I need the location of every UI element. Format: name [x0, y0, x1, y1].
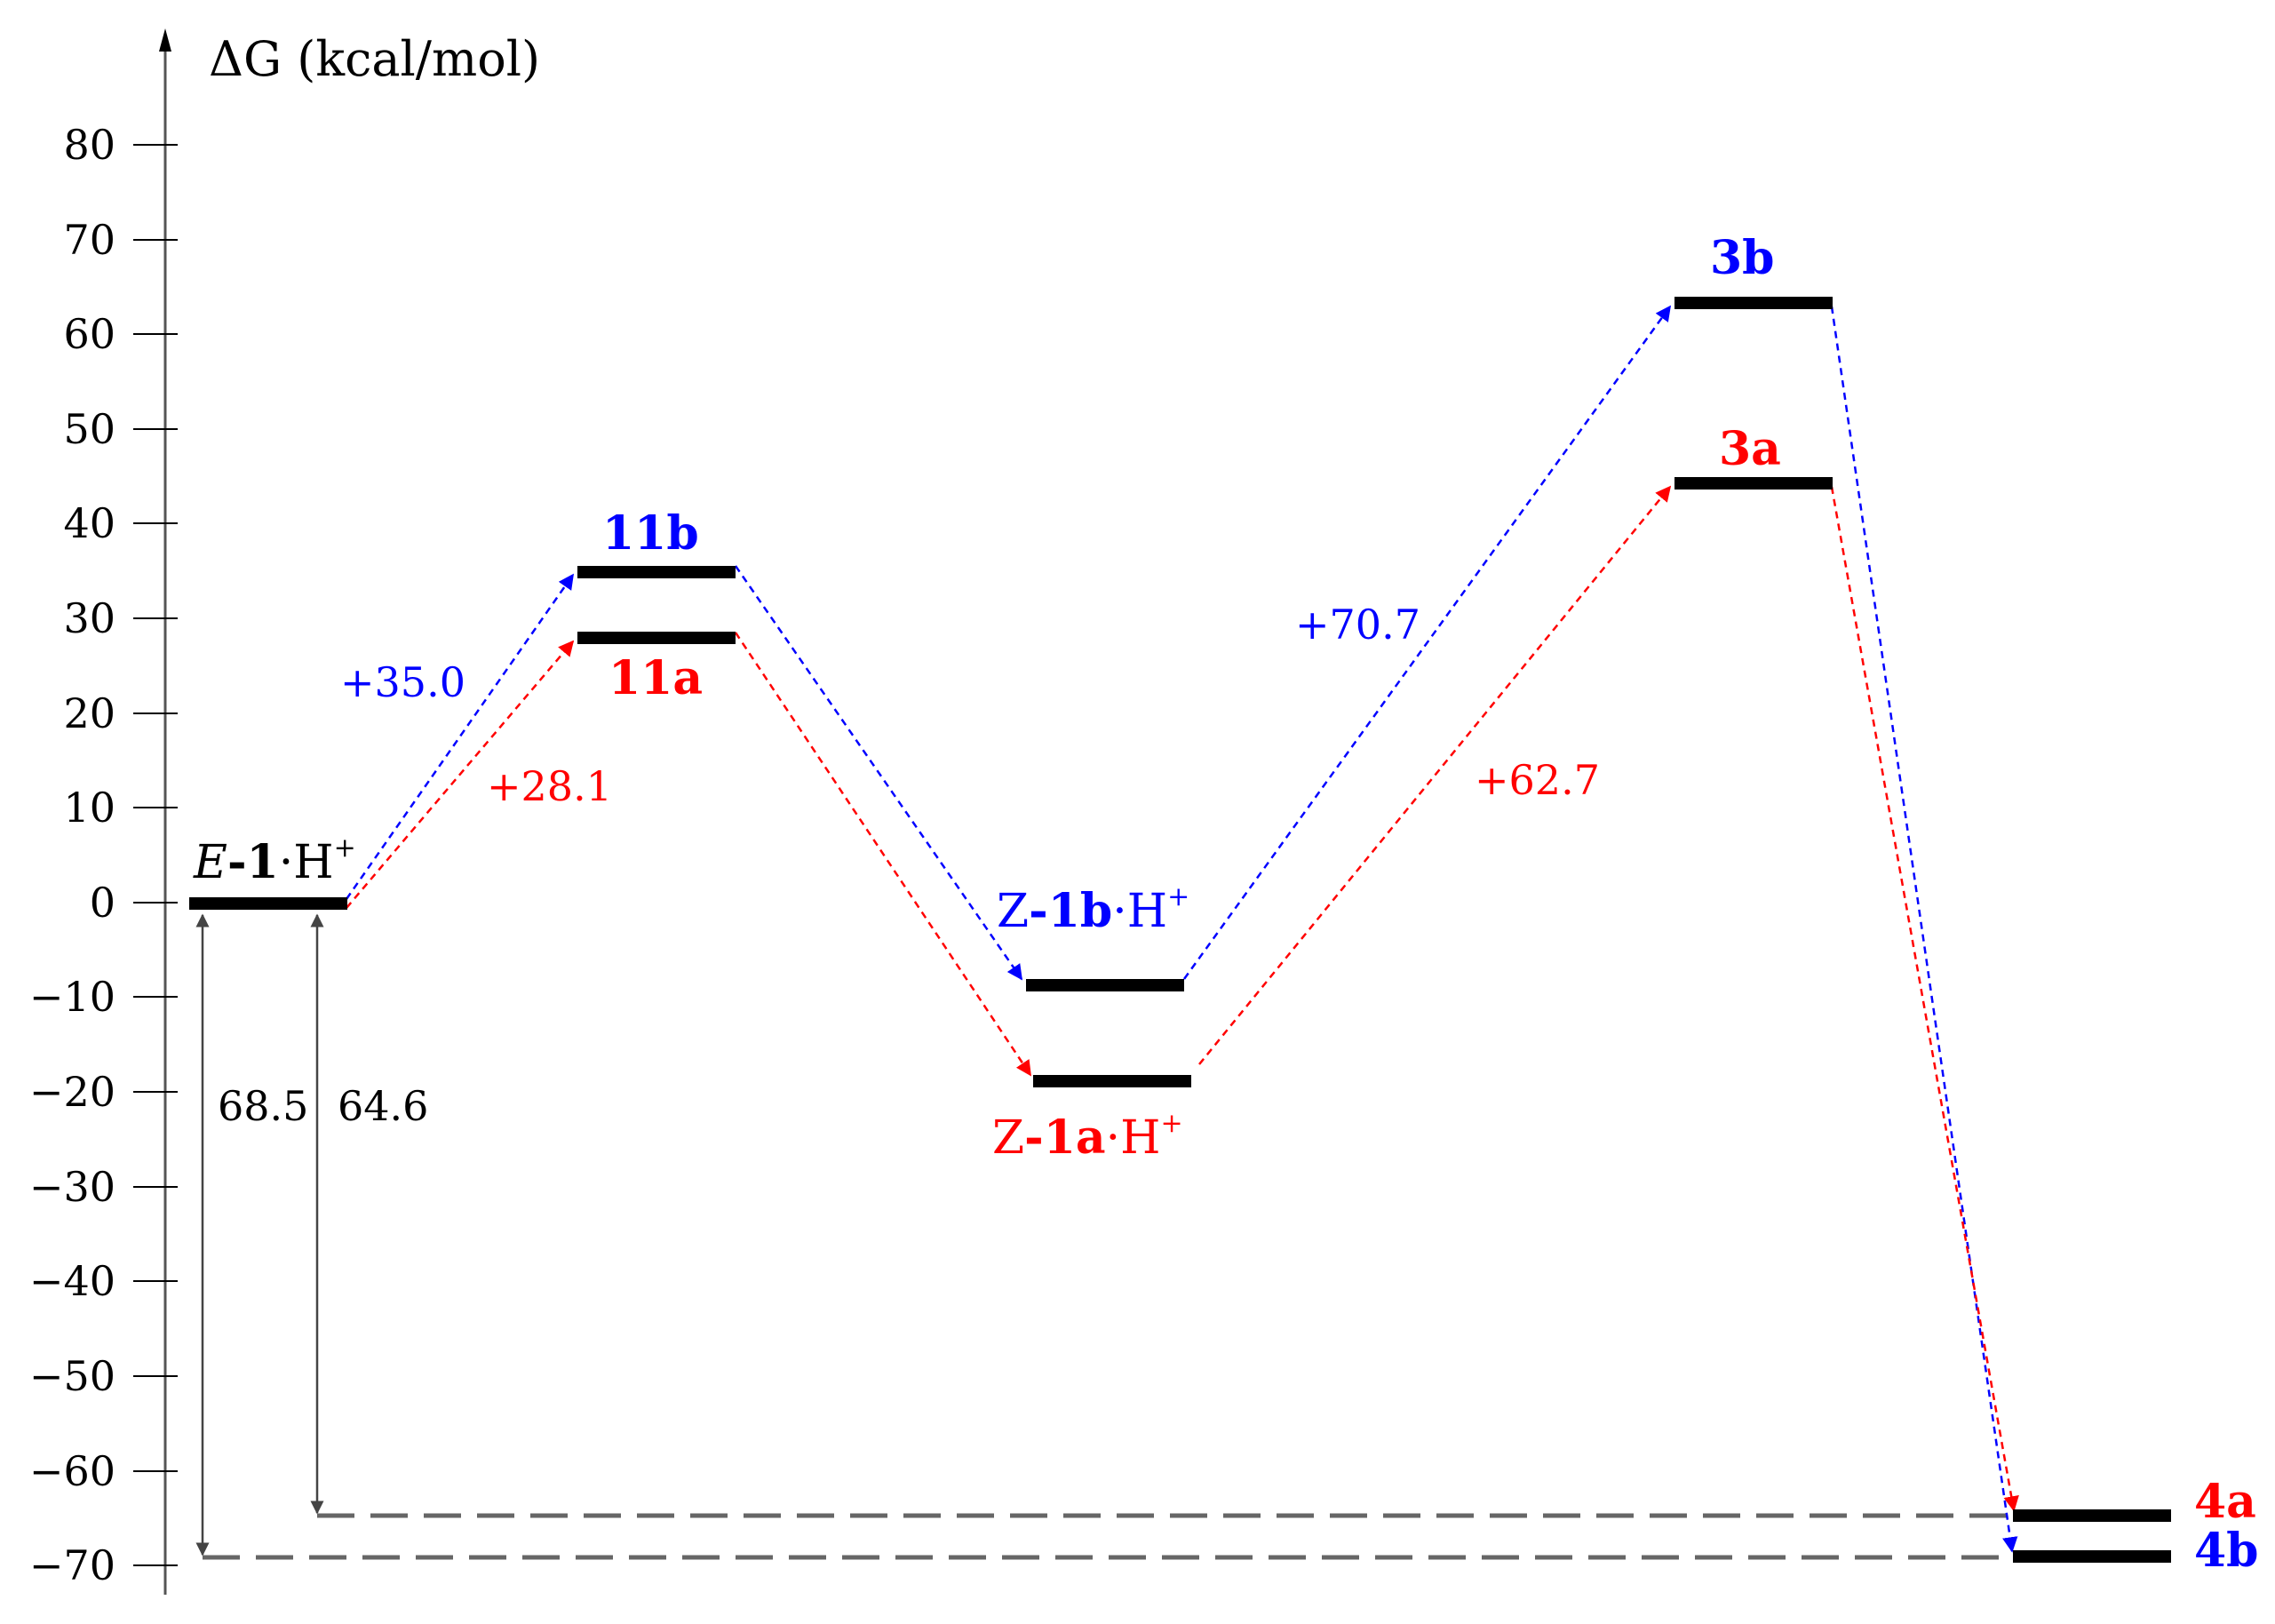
level-11b — [577, 566, 736, 578]
tick-label: −70 — [28, 1541, 115, 1589]
delta-label-28: +28.1 — [487, 762, 612, 810]
tick-label: −20 — [28, 1068, 115, 1116]
y-axis — [133, 28, 178, 1595]
tick-label: 50 — [63, 405, 115, 453]
delta-label-70: +70.7 — [1295, 601, 1420, 649]
state-label-4b: 4b — [2194, 1524, 2259, 1578]
state-label-11b: 11b — [602, 506, 699, 561]
transitions — [345, 305, 2019, 1553]
state-label-3b: 3b — [1710, 231, 1775, 285]
level-z1a — [1033, 1075, 1191, 1087]
tick-label: −30 — [28, 1163, 115, 1211]
state-label-z1a: Z-1a·H+ — [992, 1108, 1183, 1165]
prefix: E — [194, 836, 227, 889]
tick-label: −60 — [28, 1447, 115, 1495]
y-axis-title: ΔG (kcal/mol) — [209, 31, 541, 87]
state-label-3a: 3a — [1719, 422, 1781, 476]
gap-label-64: 64.6 — [338, 1082, 429, 1130]
tick-label: 40 — [63, 499, 115, 547]
delta-label-62: +62.7 — [1475, 756, 1600, 804]
state-label-11a: 11a — [609, 651, 704, 705]
level-4a — [2013, 1509, 2171, 1522]
tick-label: 0 — [89, 879, 115, 927]
tick-label: 10 — [63, 784, 115, 832]
level-4b — [2013, 1550, 2171, 1563]
gap-label-68: 68.5 — [218, 1082, 309, 1130]
state-label-z1b: Z-1b·H+ — [997, 881, 1190, 938]
level-3a — [1674, 477, 1833, 490]
level-11a — [577, 632, 736, 644]
tick-label: 30 — [63, 594, 115, 642]
tick-label: −40 — [28, 1257, 115, 1305]
tick-label: −10 — [28, 973, 115, 1021]
tick-label: 80 — [63, 121, 115, 169]
tick-label: −50 — [28, 1352, 115, 1400]
energy-levels — [189, 297, 2171, 1563]
level-3b — [1674, 297, 1833, 309]
charge: + — [333, 832, 356, 864]
state-label-e1h: E-1·H+ — [194, 832, 356, 889]
level-e1h — [189, 897, 347, 910]
tick-label: 20 — [63, 689, 115, 737]
suffix: ·H — [278, 836, 334, 889]
state-label-4a: 4a — [2194, 1475, 2256, 1529]
delta-label-35: +35.0 — [340, 658, 465, 706]
bold: -1 — [227, 835, 279, 889]
tick-label: 60 — [63, 310, 115, 358]
tick-label: 70 — [63, 216, 115, 264]
reference-lines — [195, 913, 2043, 1560]
level-z1b — [1026, 979, 1184, 991]
